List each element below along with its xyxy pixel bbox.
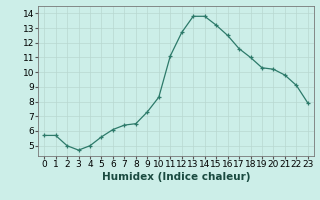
X-axis label: Humidex (Indice chaleur): Humidex (Indice chaleur): [102, 172, 250, 182]
